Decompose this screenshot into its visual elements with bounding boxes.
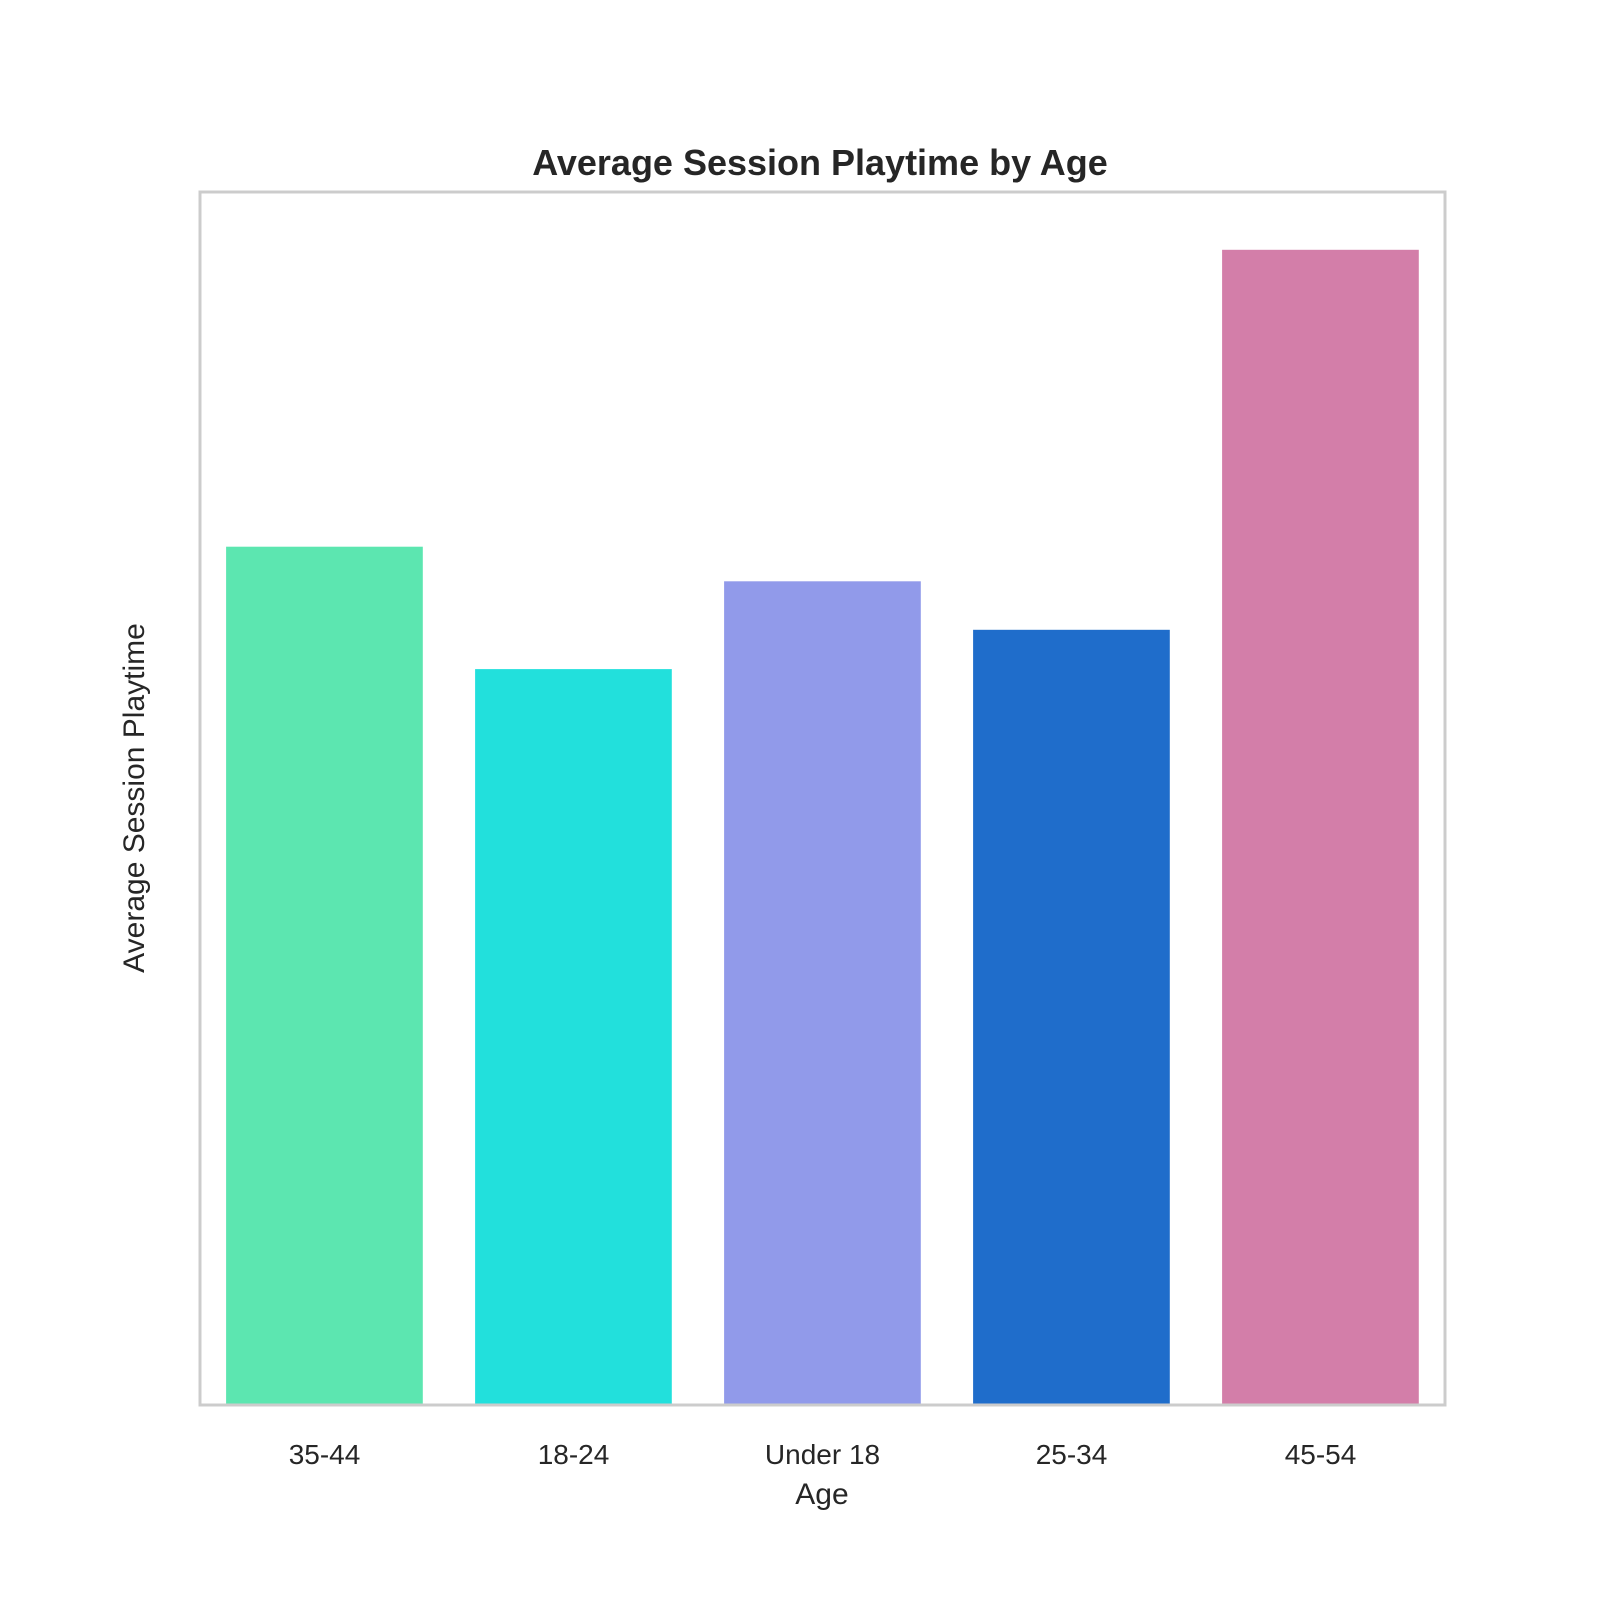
x-tick-label: 35-44 [289, 1439, 361, 1470]
bar-25-34 [973, 629, 1170, 1405]
x-axis-label: Age [795, 1478, 848, 1511]
y-axis-label: Average Session Playtime [118, 623, 151, 973]
bar-under-18 [724, 581, 921, 1405]
chart-title: Average Session Playtime by Age [532, 142, 1108, 183]
bars-group [226, 249, 1419, 1405]
x-tick-label: Under 18 [765, 1439, 880, 1470]
plot-area-frame [198, 190, 1447, 1407]
x-tick-label: 18-24 [538, 1439, 610, 1470]
x-tick-label: 25-34 [1036, 1439, 1108, 1470]
x-tick-label: 45-54 [1285, 1439, 1357, 1470]
x-tick-labels-group: 35-44 18-24 Under 18 25-34 45-54 [289, 1439, 1357, 1470]
bar-45-54 [1222, 249, 1419, 1405]
bar-18-24 [475, 669, 672, 1405]
bar-35-44 [226, 546, 423, 1405]
